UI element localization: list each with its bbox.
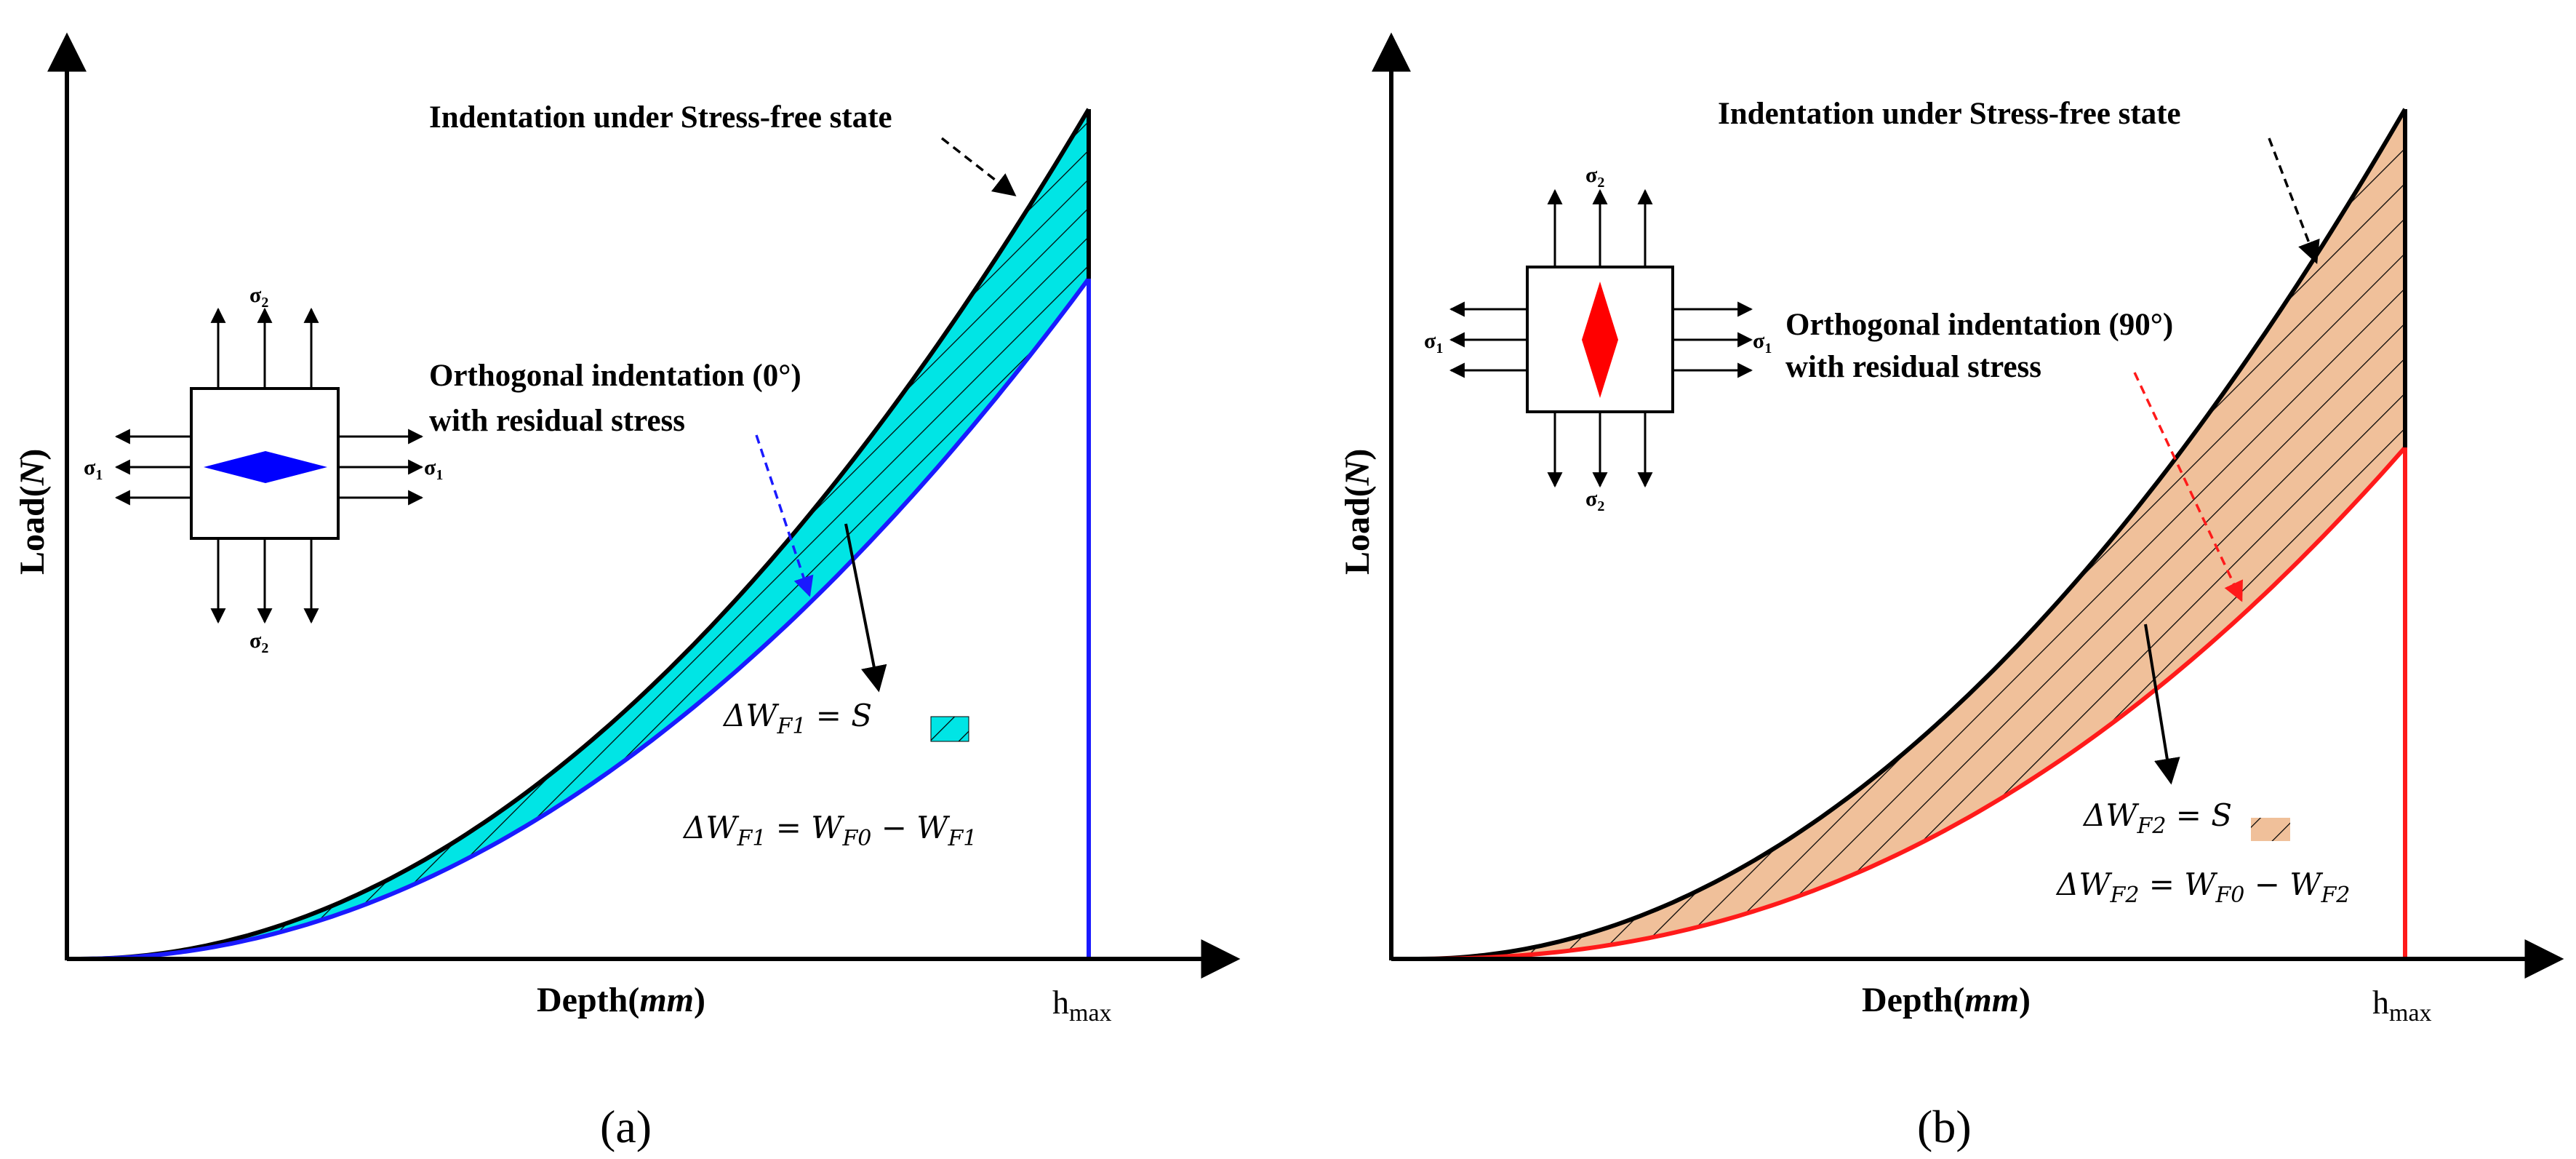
stress-free-label-b: Indentation under Stress-free state	[1718, 97, 2181, 131]
stress-element-b: σ2 σ2 σ1 σ1	[1424, 163, 1772, 514]
indent-diamond-a	[204, 451, 327, 483]
sigma1-right-b: σ1	[1753, 329, 1772, 357]
shaded-area-b	[1418, 109, 2405, 959]
area-pointer-arrow-a	[844, 523, 887, 693]
caption-a: (a)	[600, 1101, 652, 1152]
delta-w-eq2-b: ΔWF2 = WF0 − WF2	[2055, 867, 2350, 908]
y-axis-label-b: Load(N)	[1338, 449, 1377, 575]
stress-element-a: σ2 σ2 σ1 σ1	[84, 283, 443, 656]
sigma2-bottom-b: σ2	[1585, 487, 1604, 514]
residual-stress-curve-a	[79, 277, 1091, 961]
indent-diamond-b	[1582, 282, 1618, 398]
sigma2-top-a: σ2	[249, 283, 268, 311]
area-swatch-b	[2251, 818, 2290, 841]
sigma1-left-a: σ1	[84, 455, 103, 483]
residual-label-line2-b: with residual stress	[1785, 350, 2041, 384]
residual-arrow-b	[2133, 372, 2243, 602]
panel-a: Load(N) Depth(mm) hmax Indentation under…	[13, 32, 1241, 1152]
sigma2-top-b: σ2	[1585, 163, 1604, 191]
panel-b: Load(N) Depth(mm) hmax Indentation under…	[1338, 32, 2564, 1152]
y-axis-label-a: Load(N)	[13, 449, 52, 575]
sigma2-bottom-a: σ2	[249, 629, 268, 656]
hmax-label-b: hmax	[2372, 984, 2432, 1027]
delta-w-eq1-a: ΔWF1 = S	[722, 698, 872, 739]
sigma1-left-b: σ1	[1424, 329, 1443, 357]
area-pointer-arrow-b	[2144, 624, 2180, 785]
residual-label-line2-a: with residual stress	[429, 404, 685, 438]
delta-w-eq2-a: ΔWF1 = WF0 − WF1	[682, 810, 977, 851]
x-axis-label-a: Depth(mm)	[537, 981, 705, 1019]
stress-free-curve-a	[79, 108, 1091, 961]
x-axis-label-b: Depth(mm)	[1862, 981, 2031, 1019]
residual-label-line1-b: Orthogonal indentation (90°)	[1785, 308, 2173, 342]
hmax-label-a: hmax	[1052, 984, 1112, 1027]
stress-free-arrow-a	[940, 137, 1017, 196]
residual-stress-curve-b	[1418, 446, 2407, 961]
area-swatch-a	[930, 716, 969, 742]
caption-b: (b)	[1917, 1101, 1972, 1152]
residual-label-line1-a: Orthogonal indentation (0°)	[429, 359, 801, 393]
sigma1-right-a: σ1	[424, 455, 443, 483]
stress-free-arrow-b	[2268, 138, 2320, 264]
stress-free-label-a: Indentation under Stress-free state	[429, 100, 892, 135]
stress-free-curve-b	[1417, 108, 2407, 961]
delta-w-eq1-b: ΔWF2 = S	[2082, 797, 2232, 839]
